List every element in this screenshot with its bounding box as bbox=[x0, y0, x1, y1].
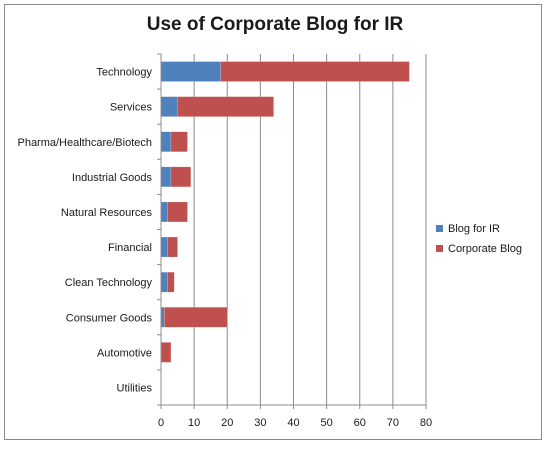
bar-segment bbox=[170, 131, 188, 152]
legend-label: Blog for IR bbox=[448, 223, 500, 235]
category-label: Services bbox=[110, 102, 153, 114]
bar-segment bbox=[160, 61, 221, 82]
bar-segment bbox=[167, 201, 188, 223]
bars bbox=[160, 61, 410, 363]
category-label: Consumer Goods bbox=[66, 312, 153, 324]
x-tick-labels: 0 10 20 30 40 50 60 70 80 bbox=[158, 417, 432, 429]
category-label: Utilities bbox=[117, 382, 153, 394]
x-tick-label: 40 bbox=[287, 417, 299, 429]
legend-label: Corporate Blog bbox=[448, 243, 522, 255]
bar-segment bbox=[160, 166, 172, 188]
category-label: Financial bbox=[108, 242, 152, 254]
x-tick-label: 70 bbox=[387, 417, 399, 429]
bar-segment bbox=[160, 131, 172, 152]
x-tick-label: 10 bbox=[188, 417, 200, 429]
category-label: Clean Technology bbox=[65, 277, 153, 289]
bar-segment bbox=[167, 236, 178, 258]
bar-segment bbox=[160, 96, 178, 117]
bar-segment bbox=[177, 96, 274, 117]
bar-segment bbox=[167, 271, 175, 293]
x-tick-label: 30 bbox=[254, 417, 266, 429]
x-tick-label: 80 bbox=[420, 417, 432, 429]
axes bbox=[157, 53, 426, 406]
bar-segment bbox=[160, 271, 168, 293]
category-label: Pharma/Healthcare/Biotech bbox=[17, 137, 152, 149]
bar-segment bbox=[164, 307, 228, 328]
legend-swatch bbox=[436, 245, 443, 252]
legend-swatch bbox=[436, 225, 443, 232]
category-label: Natural Resources bbox=[61, 207, 153, 219]
x-tick-label: 0 bbox=[158, 417, 164, 429]
bar-segment bbox=[160, 201, 168, 223]
bar-segment bbox=[220, 61, 410, 82]
x-tick-label: 50 bbox=[321, 417, 333, 429]
bar-segment bbox=[160, 342, 172, 363]
x-tick-label: 20 bbox=[221, 417, 233, 429]
bar-segment bbox=[160, 236, 168, 258]
category-labels: Technology Services Pharma/Healthcare/Biot… bbox=[17, 67, 152, 395]
x-tick-label: 60 bbox=[354, 417, 366, 429]
category-label: Industrial Goods bbox=[72, 172, 153, 184]
bar-segment bbox=[170, 166, 192, 188]
category-label: Automotive bbox=[97, 347, 152, 359]
chart-title: Use of Corporate Blog for IR bbox=[146, 14, 404, 35]
legend: Blog for IR Corporate Blog bbox=[436, 223, 522, 255]
category-label: Technology bbox=[96, 67, 152, 79]
